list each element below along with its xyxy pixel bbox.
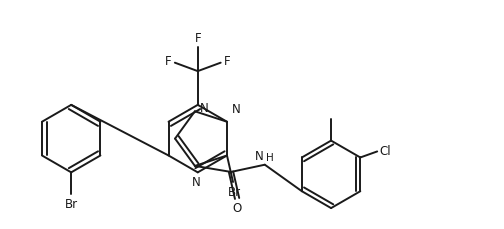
Text: N: N [192, 176, 201, 189]
Text: H: H [266, 153, 274, 164]
Text: F: F [195, 32, 201, 45]
Text: F: F [165, 55, 171, 68]
Text: Cl: Cl [380, 145, 391, 158]
Text: O: O [232, 202, 242, 215]
Text: F: F [224, 55, 231, 68]
Text: Br: Br [228, 186, 241, 199]
Text: N: N [255, 150, 264, 164]
Text: Br: Br [65, 198, 78, 211]
Text: N: N [232, 103, 240, 116]
Text: N: N [200, 102, 209, 115]
